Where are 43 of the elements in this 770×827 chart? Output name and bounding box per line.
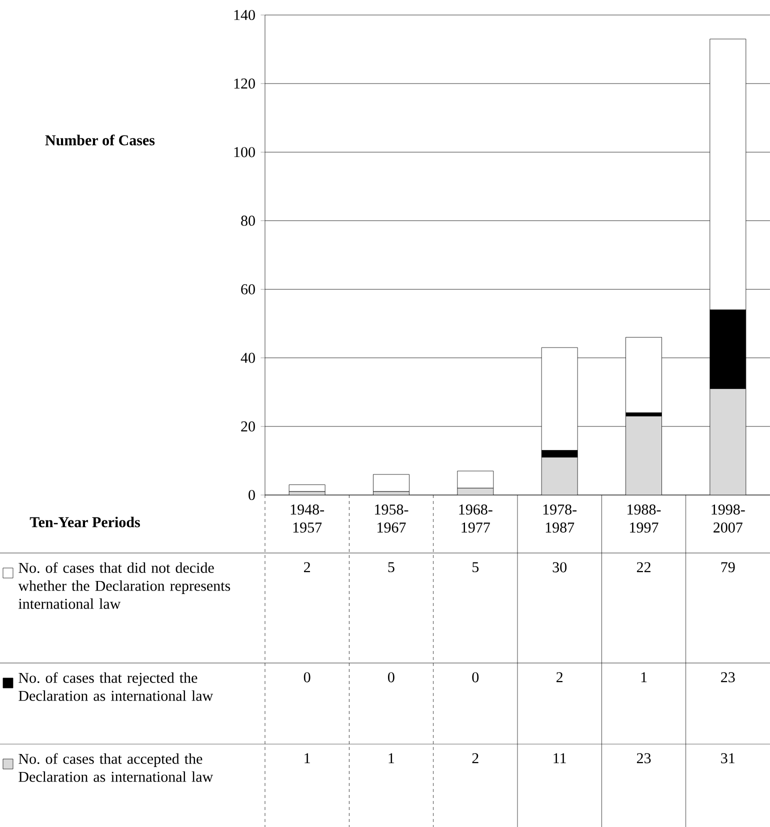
bar (626, 416, 662, 495)
text: Number of Cases (45, 134, 155, 146)
data-label: 1 (641, 672, 647, 682)
x-tick-label: 1958-1967 (375, 504, 408, 533)
y-tick-label: 40 (240, 352, 255, 363)
data-label: 0 (388, 672, 394, 682)
legend-label: No. of cases that accepted the Declaration as international law (18, 753, 214, 782)
data-label: 5 (388, 562, 394, 572)
data-label: 31 (721, 753, 734, 764)
data-label: 23 (721, 672, 735, 682)
data-label: 30 (552, 562, 567, 572)
text: Ten-Year Periods (30, 516, 140, 528)
data-label: 79 (721, 562, 735, 572)
y-tick-label: 120 (234, 78, 255, 89)
x-tick-label: 1988-1997 (628, 504, 661, 533)
y-tick-label: 100 (234, 147, 255, 158)
data-label: 22 (636, 562, 650, 572)
x-tick-label: 1998-2007 (712, 504, 745, 533)
data-label: 1 (388, 753, 394, 764)
data-label: 2 (304, 562, 310, 572)
y-tick-label: 20 (241, 421, 255, 432)
data-label: 11 (554, 753, 566, 764)
data-label: 1 (304, 753, 310, 764)
x-tick-label: 1978-1987 (543, 504, 577, 533)
bar (541, 457, 578, 495)
data-label: 23 (636, 753, 651, 764)
x-tick-label: 1948-1957 (290, 504, 324, 533)
y-tick-label: 0 (248, 490, 255, 500)
bar (457, 470, 494, 488)
data-label: 5 (472, 562, 479, 572)
legend-label: No. of cases that did not decide whether the Declaration represents international law (18, 562, 230, 609)
y-tick-label: 60 (241, 284, 255, 294)
bar (710, 388, 746, 495)
data-label: 0 (472, 672, 479, 682)
bar (373, 474, 410, 492)
data-label: 0 (304, 672, 310, 682)
legend-label: No. of cases that rejected the Declaration as international law (18, 672, 214, 701)
y-tick-label: 140 (234, 10, 255, 20)
bar (626, 337, 662, 413)
y-tick-label: 80 (241, 216, 255, 226)
data-label: 2 (472, 753, 478, 764)
data-label: 2 (556, 672, 563, 682)
x-tick-label: 1968-1977 (459, 504, 492, 533)
